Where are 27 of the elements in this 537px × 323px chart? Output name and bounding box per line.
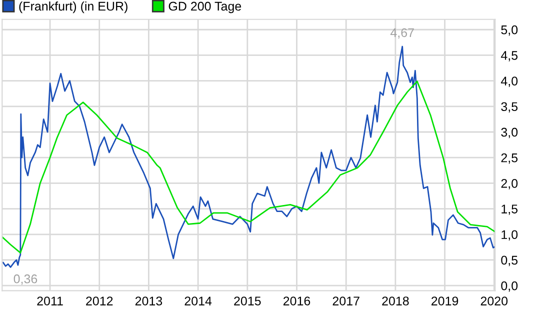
y-tick-label: 5,0 bbox=[501, 25, 518, 36]
x-tick-label: 2015 bbox=[234, 296, 261, 306]
annotation: 4,67 bbox=[390, 28, 414, 39]
annotation: 0,36 bbox=[14, 274, 38, 285]
line-series bbox=[2, 46, 496, 268]
x-tick-label: 2011 bbox=[37, 296, 63, 306]
x-tick-label: 2016 bbox=[283, 296, 310, 306]
y-tick-label: 2,0 bbox=[501, 178, 518, 190]
line-series bbox=[2, 80, 496, 254]
y-tick-label: 3,0 bbox=[501, 128, 518, 138]
y-tick-label: 4,0 bbox=[500, 76, 518, 87]
x-tick-label: 2014 bbox=[184, 296, 212, 306]
y-tick-label: 2,5 bbox=[501, 153, 518, 164]
x-tick-label: 2020 bbox=[480, 296, 508, 306]
y-tick-label: 3,5 bbox=[501, 102, 518, 113]
y-tick-label: 0,0 bbox=[501, 281, 518, 292]
y-tick-label: 1,0 bbox=[502, 230, 518, 241]
y-tick-label: 1,5 bbox=[502, 204, 518, 215]
y-tick-label: 0,5 bbox=[501, 256, 518, 266]
legend-label: GD 200 Tage bbox=[168, 2, 242, 14]
x-tick-label: 2012 bbox=[86, 296, 113, 306]
x-tick-label: 2013 bbox=[135, 296, 162, 306]
x-tick-label: 2018 bbox=[382, 296, 409, 306]
legend-label: (Frankfurt) (in EUR) bbox=[19, 1, 128, 14]
y-tick-label: 4,5 bbox=[500, 51, 518, 62]
x-tick-label: 2019 bbox=[432, 296, 458, 306]
x-tick-label: 2017 bbox=[332, 296, 360, 306]
